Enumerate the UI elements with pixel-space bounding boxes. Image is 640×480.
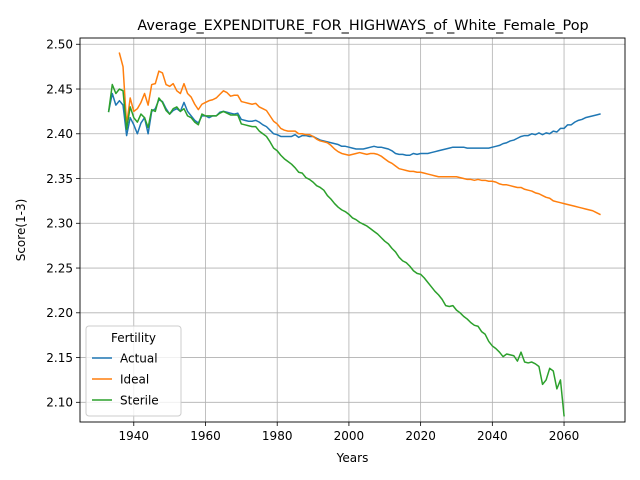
legend-label-actual: Actual xyxy=(120,351,158,365)
x-tick-label: 2040 xyxy=(477,429,508,443)
series-line-actual xyxy=(107,92,601,157)
y-tick-label: 2.40 xyxy=(46,127,73,141)
plot-lines xyxy=(107,52,601,417)
y-axis-label: Score(1-3) xyxy=(14,199,28,262)
legend-label-sterile: Sterile xyxy=(120,393,159,407)
plot-frame xyxy=(79,37,626,423)
legend: Fertility Actual Ideal Sterile xyxy=(85,325,182,417)
y-tick-label: 2.50 xyxy=(46,38,73,52)
chart-title: Average_EXPENDITURE_FOR_HIGHWAYS_of_Whit… xyxy=(137,18,588,34)
y-tick-label: 2.15 xyxy=(46,351,73,365)
series-line-sterile xyxy=(107,83,565,417)
x-axis-label: Years xyxy=(336,451,369,465)
y-tick-label: 2.25 xyxy=(46,261,73,275)
x-tick-label: 1940 xyxy=(119,429,150,443)
legend-title: Fertility xyxy=(111,331,156,345)
y-tick-label: 2.10 xyxy=(46,396,73,410)
y-tick-label: 2.45 xyxy=(46,82,73,96)
x-tick-label: 1980 xyxy=(262,429,293,443)
legend-entries: Actual Ideal Sterile xyxy=(92,351,159,407)
legend-box xyxy=(85,325,182,417)
x-tick-label: 2000 xyxy=(334,429,365,443)
x-tick-label: 2060 xyxy=(549,429,580,443)
x-tick-label: 1960 xyxy=(190,429,221,443)
y-tick-label: 2.20 xyxy=(46,306,73,320)
y-tick-label: 2.30 xyxy=(46,217,73,231)
x-tick-label: 2020 xyxy=(405,429,436,443)
y-tick-label: 2.35 xyxy=(46,172,73,186)
series-line-ideal xyxy=(118,52,601,216)
legend-label-ideal: Ideal xyxy=(120,372,149,386)
y-axis: 2.10 2.15 2.20 2.25 2.30 2.35 2.40 2.45 2.50 xyxy=(46,38,80,410)
x-axis: 1940 1960 1980 2000 2020 2040 2060 xyxy=(119,422,580,443)
